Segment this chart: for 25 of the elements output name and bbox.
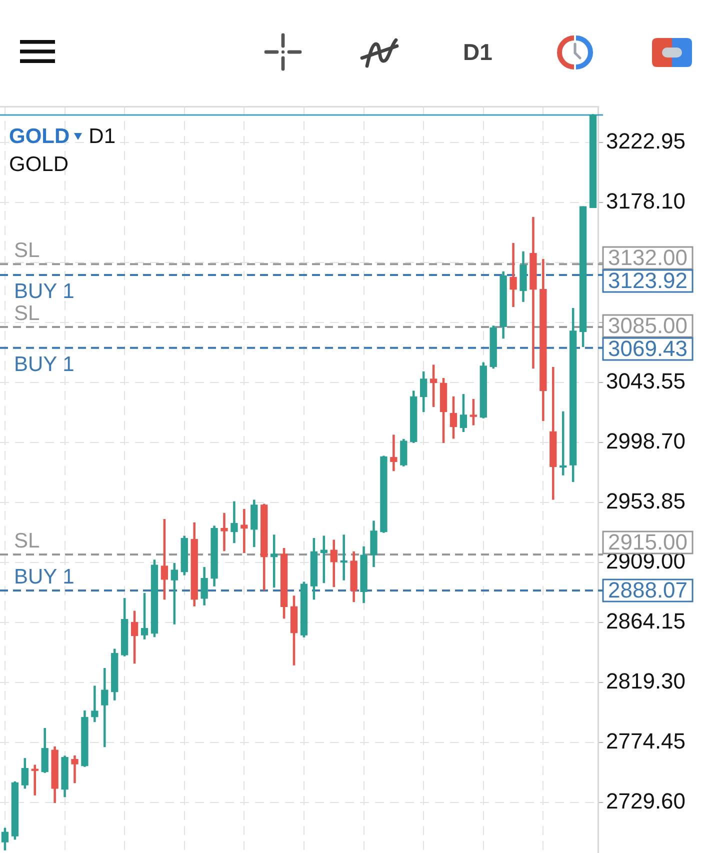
- y-tick-label: 2774.45: [606, 728, 686, 754]
- ref-line-label: BUY 1: [14, 566, 74, 589]
- y-tick-label: 3222.95: [606, 128, 686, 154]
- text: D1: [463, 39, 492, 65]
- y-tick-label: 2864.15: [606, 608, 686, 634]
- text: 3085.00: [608, 313, 688, 338]
- ref-line-label: SL: [14, 529, 40, 552]
- text: 2915.00: [608, 530, 688, 555]
- y-tick-label: 2729.60: [606, 788, 686, 814]
- text: 3069.43: [608, 336, 688, 362]
- y-tick-label: 2819.30: [606, 668, 686, 694]
- ref-line-label: BUY 1: [14, 280, 74, 303]
- y-tick-label: 3178.10: [606, 188, 686, 214]
- text: GOLD: [9, 153, 69, 176]
- y-tick-label: 2953.85: [606, 488, 686, 514]
- ref-line-label: SL: [14, 302, 40, 326]
- y-tick-label: 2998.70: [606, 428, 686, 454]
- annotation: D1: [88, 125, 116, 148]
- ref-line-label: BUY 1: [14, 352, 74, 376]
- text: GOLD: [9, 125, 70, 148]
- text: 2888.07: [608, 578, 688, 603]
- y-tick-label: 3043.55: [606, 368, 686, 394]
- ref-line-label: SL: [14, 239, 40, 262]
- text: 3123.92: [608, 268, 688, 294]
- text: 3132.00: [608, 245, 688, 270]
